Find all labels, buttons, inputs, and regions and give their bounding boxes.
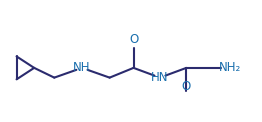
Text: O: O — [182, 80, 191, 93]
Text: O: O — [129, 33, 138, 46]
Text: NH₂: NH₂ — [219, 61, 242, 74]
Text: HN: HN — [151, 71, 169, 84]
Text: NH: NH — [73, 61, 91, 74]
